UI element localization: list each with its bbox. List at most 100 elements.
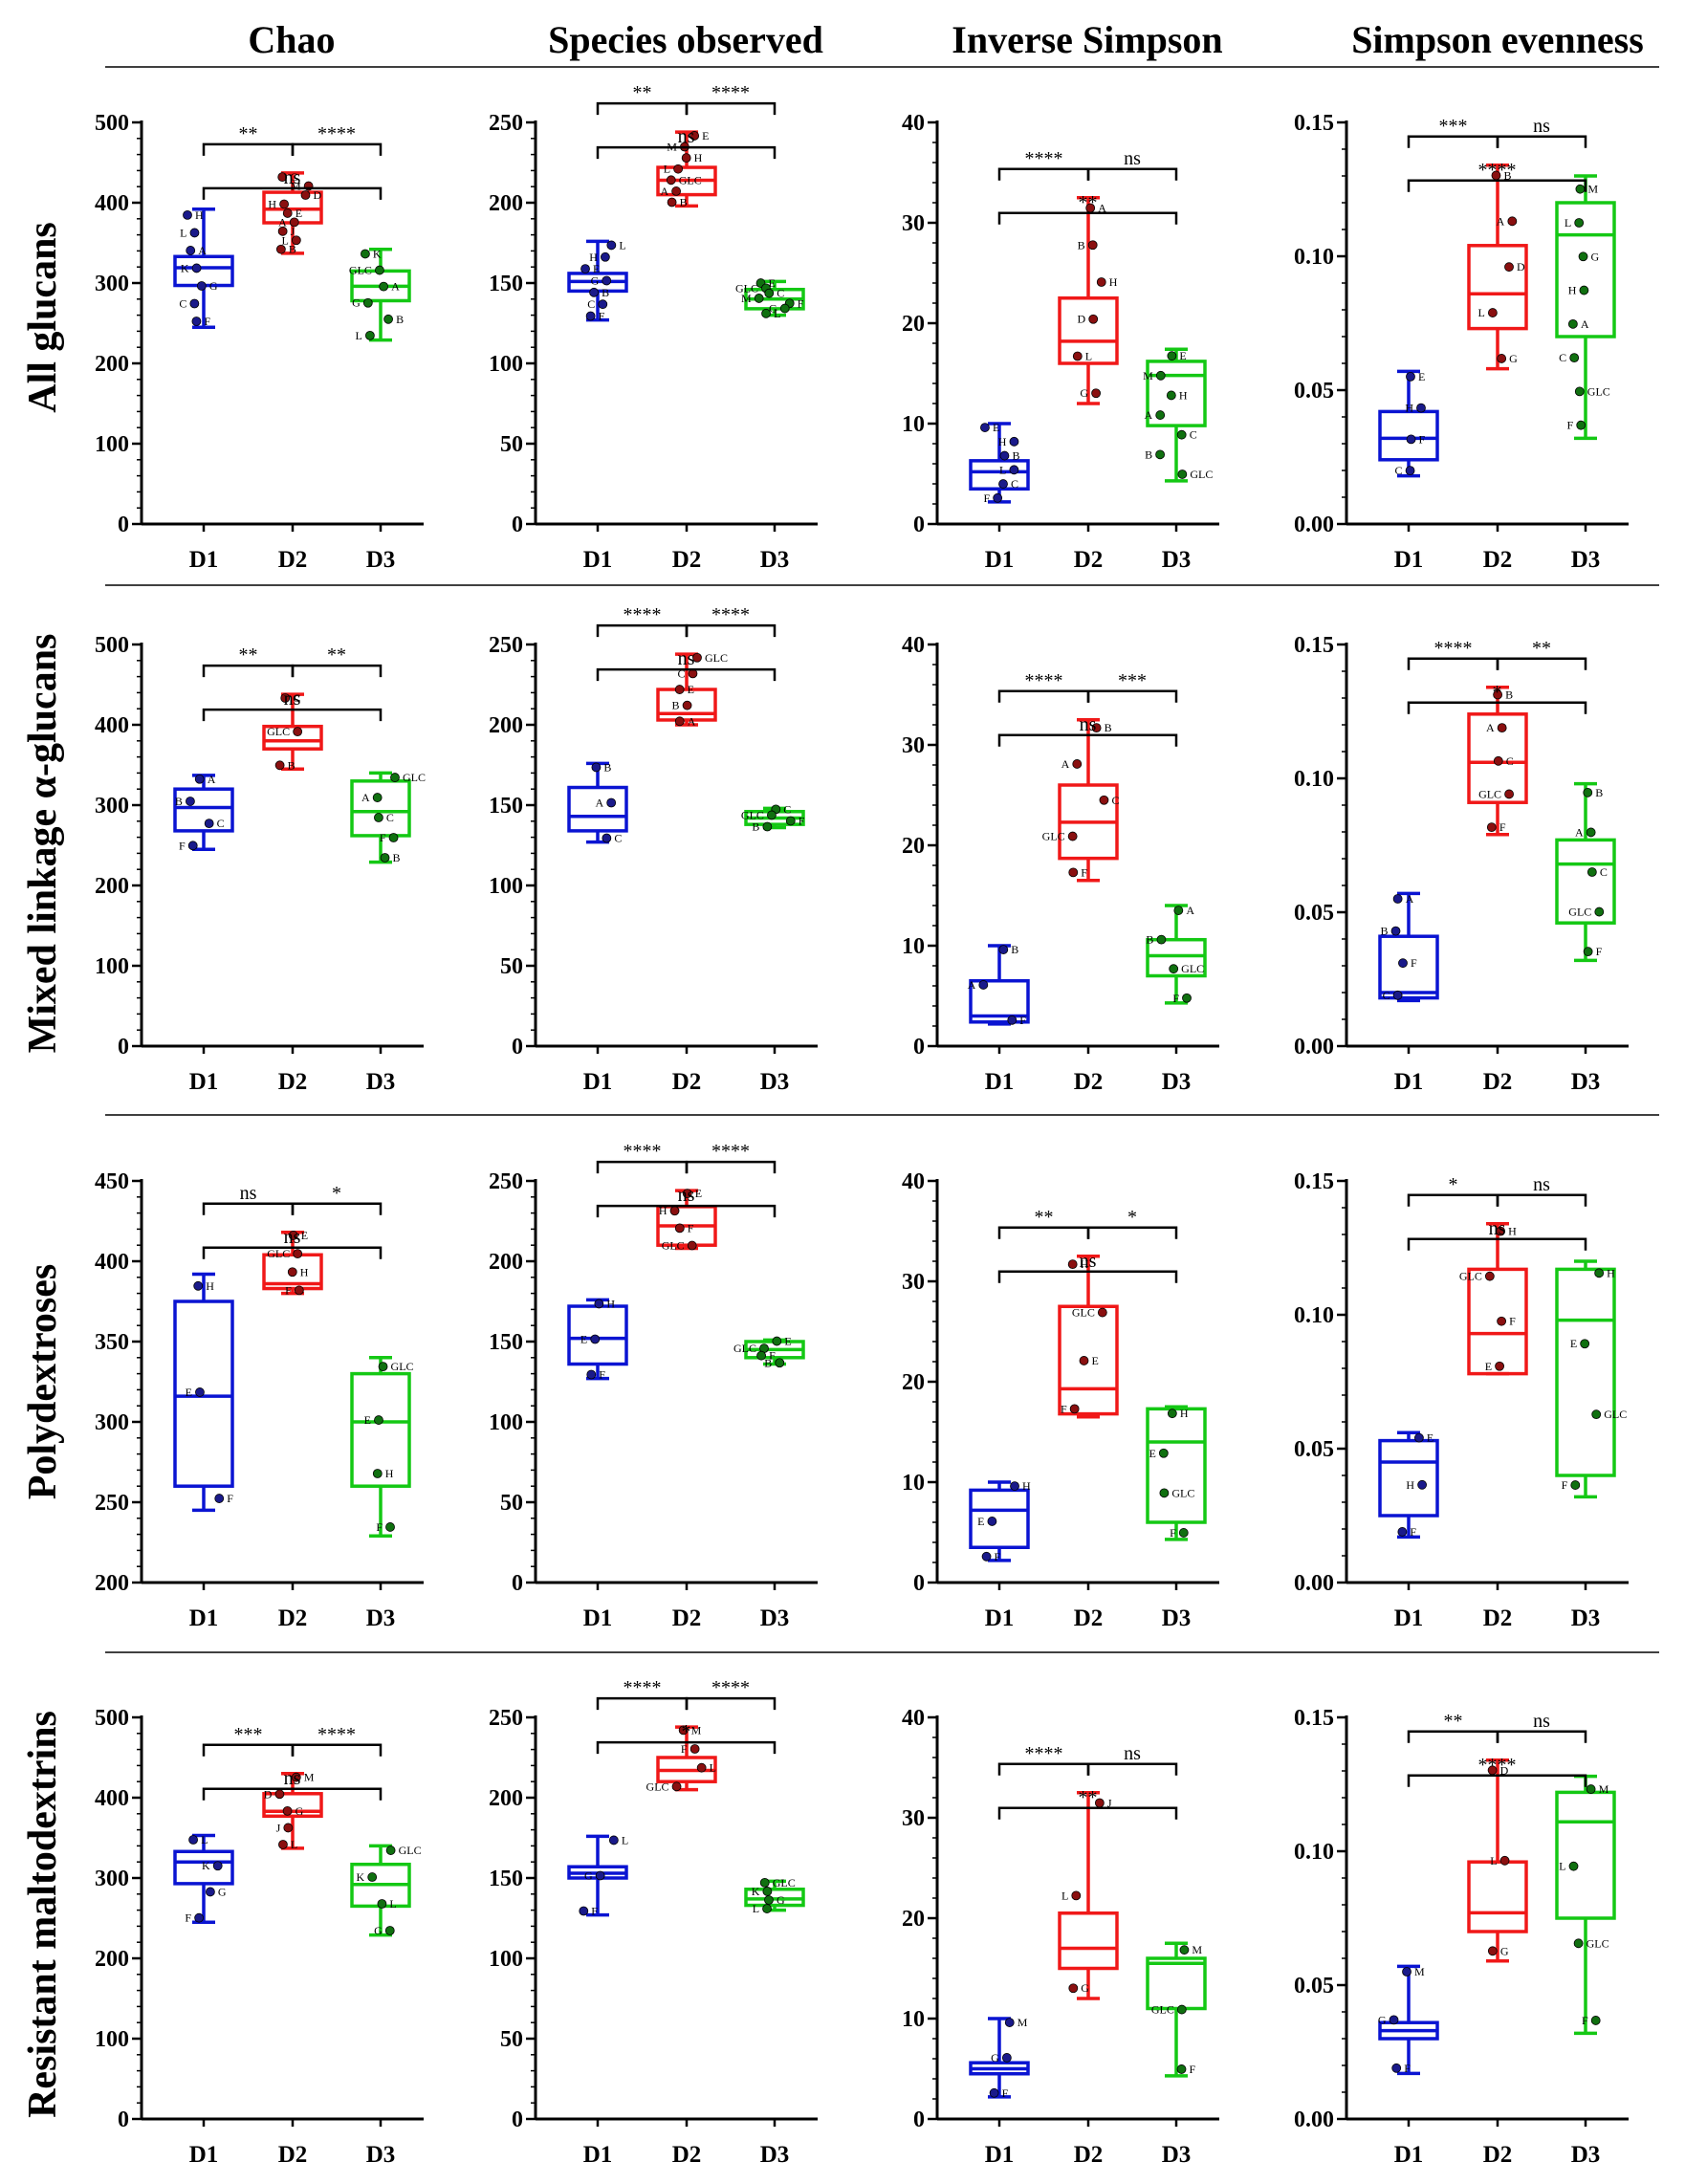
data-point-label: A [208,773,216,786]
data-point-label: F [1172,992,1179,1005]
data-point-label: GLC [733,1342,756,1355]
bracket-line [1496,1730,1587,1743]
y-tick-label: 50 [500,954,523,979]
y-tick-label: 300 [95,794,129,819]
data-point [998,945,1009,954]
data-point-label: D [264,1787,273,1801]
data-point-label: K [752,1885,760,1898]
data-point-label: GLC [773,1876,796,1889]
data-point [1392,990,1403,1000]
y-tick-label: 0.10 [1294,1840,1334,1865]
x-tick-label-d3: D3 [760,547,790,573]
significance-label: *** [1118,670,1147,691]
x-tick-label-d3: D3 [1162,1069,1192,1095]
data-point-label: F [204,315,210,328]
box-iqr [969,1488,1030,1550]
data-point [761,308,771,318]
data-point [1173,906,1184,915]
data-point [377,1899,387,1909]
data-point-label: E [1485,1360,1492,1373]
data-point-label: H [1607,1266,1615,1279]
data-point [1009,465,1019,475]
significance-label: ns [1124,1743,1141,1764]
bracket-line [685,623,777,638]
data-point [674,685,685,694]
data-point-label: B [393,851,401,864]
data-point-label: A [1061,757,1070,771]
y-tick-label: 250 [489,1706,523,1731]
data-point-label: B [1011,943,1018,956]
bracket-line [1407,179,1587,192]
row-title-polydextroses: Polydextroses [21,1264,65,1500]
x-tick-label-d1: D1 [189,1069,219,1095]
significance-brackets: **** **** ns [596,1141,777,1218]
data-point-label: GLC [1478,787,1501,800]
data-point-label: F [1499,820,1506,834]
data-point-label: F [285,1283,292,1297]
data-point [1067,831,1078,841]
data-point [1417,1479,1427,1490]
data-point [189,228,200,238]
bracket-line [685,1160,777,1174]
bracket-line [596,1740,777,1755]
bracket-line [1496,1193,1587,1207]
data-point-label: E [186,1386,192,1399]
data-point [1155,449,1165,460]
data-point-label: A [1406,892,1414,906]
y-tick-label: 350 [95,1330,129,1355]
significance-label: **** [624,1141,662,1162]
box-d2: MF L GLC [646,1723,717,1793]
box-iqr [1467,1267,1528,1376]
data-point-label: B [175,795,183,808]
data-point-label: E [1418,370,1425,383]
bracket-line [997,689,1090,703]
x-tick-label-d2: D2 [672,1069,702,1095]
data-point-label: C [614,832,622,845]
box-iqr [173,1299,234,1488]
data-point-label: H [1568,284,1577,297]
data-point [1158,1448,1169,1458]
significance-label: * [1493,682,1502,703]
y-tick-label: 10 [902,412,925,437]
significance-label: ** [239,644,258,666]
y-tick-label: 100 [489,352,523,377]
significance-label: ns [678,648,695,669]
y-tick-label: 50 [500,2027,523,2052]
data-point-label: H [589,251,598,264]
y-tick-label: 10 [902,934,925,959]
box-iqr [173,1849,234,1886]
box-d3: M L G H A C GLC F [1555,174,1616,441]
data-point [1159,1488,1170,1498]
data-point [1504,262,1514,273]
data-point-label: G [374,1924,383,1937]
data-point-label: H [268,197,276,210]
data-point [1575,184,1586,194]
x-tick-label-d2: D2 [278,2142,308,2168]
y-tick-label: 0.00 [1294,1571,1334,1596]
data-point [205,1887,215,1897]
box-d1: A B C F [173,773,234,852]
bracket-line [291,1202,383,1215]
data-point-label: F [1419,432,1426,446]
data-point-label: A [1581,317,1589,331]
data-point [1579,285,1589,295]
bracket-line [291,1743,383,1757]
data-point [374,813,383,822]
data-point-label: A [1497,214,1505,228]
data-point [598,299,608,310]
data-point [186,797,195,806]
y-tick-label: 100 [95,954,129,979]
data-point-label: L [1061,1889,1068,1902]
data-point [1068,867,1079,878]
data-point [998,479,1008,489]
data-point [1578,251,1588,262]
box-d1: A B F C [1378,891,1439,1003]
box-iqr [1378,1438,1439,1518]
y-tick-label: 500 [95,1706,129,1731]
bracket-line [685,101,777,116]
y-tick-label: 300 [95,1410,129,1435]
data-point-label: F [1061,1402,1067,1415]
y-tick-label: 0.10 [1294,1303,1334,1328]
data-point [1072,351,1083,361]
